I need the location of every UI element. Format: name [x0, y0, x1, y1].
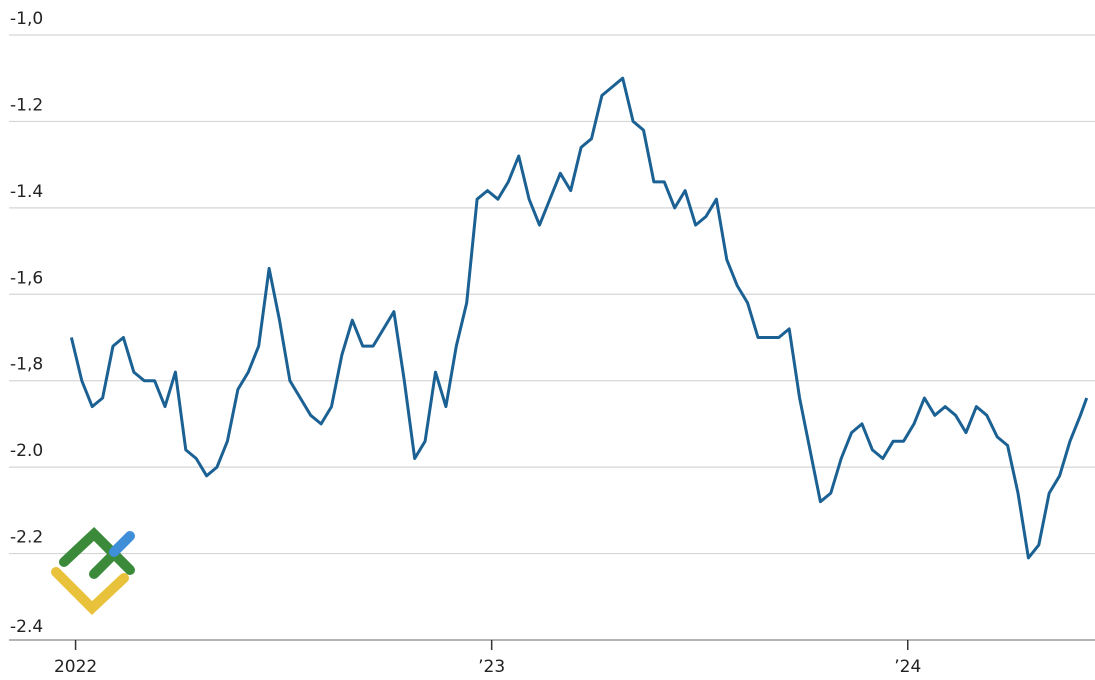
logo	[51, 527, 135, 615]
logo-part	[89, 549, 119, 579]
logo-part	[109, 531, 135, 557]
logo-part	[59, 527, 135, 575]
x-tick-label: ’24	[894, 657, 921, 677]
y-tick-label: -1.4	[10, 182, 43, 202]
y-tick-label: -2.2	[10, 528, 43, 548]
y-tick-label: -1.2	[10, 95, 43, 115]
y-tick-label: -2.0	[10, 441, 43, 461]
y-tick-label: -1,8	[10, 355, 43, 375]
x-tick-label: ’23	[478, 657, 505, 677]
logo-part	[51, 567, 129, 615]
x-tick-label: 2022	[54, 657, 97, 677]
y-tick-label: -2.4	[10, 617, 43, 637]
y-tick-label: -1,0	[10, 9, 43, 29]
data-line	[69, 76, 1089, 560]
y-tick-label: -1,6	[10, 268, 43, 288]
